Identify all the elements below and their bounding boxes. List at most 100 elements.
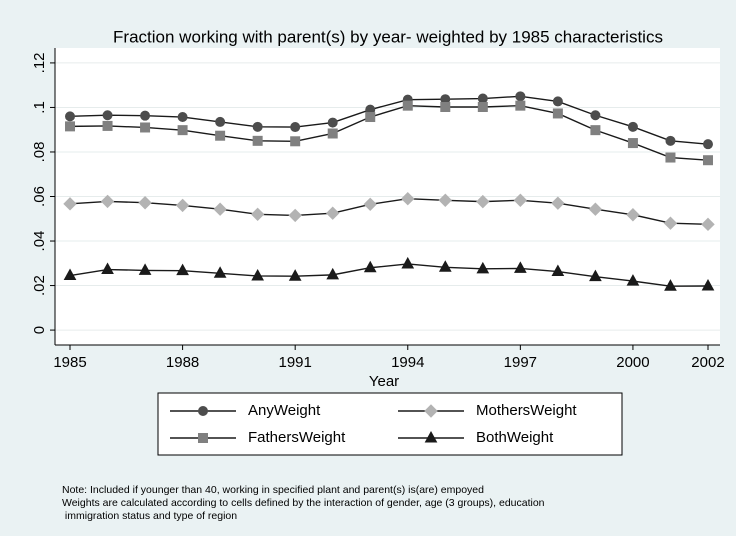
marker — [288, 269, 302, 281]
marker — [702, 139, 713, 150]
marker — [288, 208, 302, 223]
marker — [213, 266, 227, 278]
marker — [401, 192, 415, 206]
marker — [365, 112, 376, 123]
legend-label: MothersWeight — [476, 402, 577, 419]
legend-label: BothWeight — [476, 429, 554, 446]
marker — [327, 117, 338, 128]
marker — [402, 100, 413, 111]
marker — [438, 260, 452, 272]
chart-title: Fraction working with parent(s) by year-… — [113, 27, 663, 46]
marker — [476, 261, 490, 274]
marker — [588, 202, 603, 216]
marker — [63, 268, 77, 281]
y-tick-label: .1 — [31, 101, 48, 114]
x-tick-label: 2000 — [616, 354, 649, 371]
marker — [626, 274, 640, 286]
x-tick-label: 1994 — [391, 354, 424, 371]
marker — [589, 269, 602, 282]
series-line — [69, 263, 708, 287]
marker — [250, 207, 265, 222]
marker — [515, 100, 526, 111]
legend — [157, 392, 623, 456]
marker — [551, 264, 565, 277]
marker — [100, 194, 115, 209]
marker — [701, 217, 715, 232]
marker — [702, 155, 713, 166]
y-tick-label: .08 — [31, 142, 48, 163]
x-tick-label: 1991 — [278, 354, 311, 371]
marker — [363, 197, 377, 211]
marker — [215, 130, 226, 141]
marker — [252, 121, 263, 132]
marker — [514, 261, 527, 273]
marker — [476, 194, 490, 209]
marker — [326, 206, 340, 220]
marker — [63, 197, 77, 211]
marker — [590, 110, 601, 121]
legend-label: AnyWeight — [248, 402, 321, 419]
y-tick-label: .02 — [31, 275, 48, 296]
marker — [65, 121, 76, 132]
marker — [665, 152, 676, 163]
marker — [140, 110, 151, 121]
marker — [513, 193, 528, 207]
note: immigration status and type of region — [62, 510, 237, 522]
x-tick-label: 1985 — [53, 354, 86, 371]
y-tick-label: .04 — [31, 231, 48, 252]
marker — [701, 278, 715, 291]
marker — [401, 256, 415, 269]
marker — [290, 136, 301, 147]
series-line — [69, 95, 709, 145]
marker — [65, 111, 76, 122]
legend-marker — [198, 433, 208, 443]
marker — [326, 267, 340, 280]
legend-marker — [424, 430, 438, 443]
marker — [213, 202, 227, 216]
marker — [363, 260, 377, 273]
marker — [252, 135, 263, 146]
marker — [552, 96, 563, 107]
marker — [477, 93, 488, 104]
marker — [175, 198, 190, 213]
marker — [215, 116, 226, 127]
marker — [440, 101, 451, 112]
y-tick-label: 0 — [31, 326, 48, 334]
legend-label: FathersWeight — [248, 429, 346, 446]
legend-marker — [198, 406, 208, 416]
marker — [551, 196, 565, 210]
series-line — [70, 104, 709, 161]
marker — [102, 120, 113, 131]
marker — [665, 135, 676, 146]
marker — [251, 268, 264, 281]
y-tick-label: .12 — [31, 52, 48, 73]
marker — [477, 101, 488, 112]
marker — [590, 125, 601, 136]
marker — [663, 216, 678, 230]
marker — [138, 263, 152, 275]
legend-marker — [424, 404, 438, 418]
marker — [176, 263, 189, 276]
marker — [327, 128, 338, 139]
note: Weights are calculated according to cell… — [62, 497, 545, 509]
marker — [627, 121, 638, 132]
marker — [627, 138, 638, 149]
marker — [664, 279, 677, 291]
marker — [515, 91, 526, 102]
marker — [101, 262, 114, 275]
marker — [177, 125, 188, 136]
marker — [290, 122, 301, 133]
x-axis-label: Year — [369, 373, 399, 390]
x-tick-label: 1988 — [166, 354, 199, 371]
marker — [140, 122, 151, 133]
marker — [102, 110, 113, 121]
marker — [438, 193, 453, 207]
note: Note: Included if younger than 40, worki… — [62, 484, 484, 496]
marker — [552, 108, 563, 119]
y-tick-label: .06 — [31, 186, 48, 207]
x-tick-label: 2002 — [691, 354, 724, 371]
marker — [138, 196, 152, 210]
marker — [177, 112, 188, 123]
marker — [626, 208, 640, 222]
